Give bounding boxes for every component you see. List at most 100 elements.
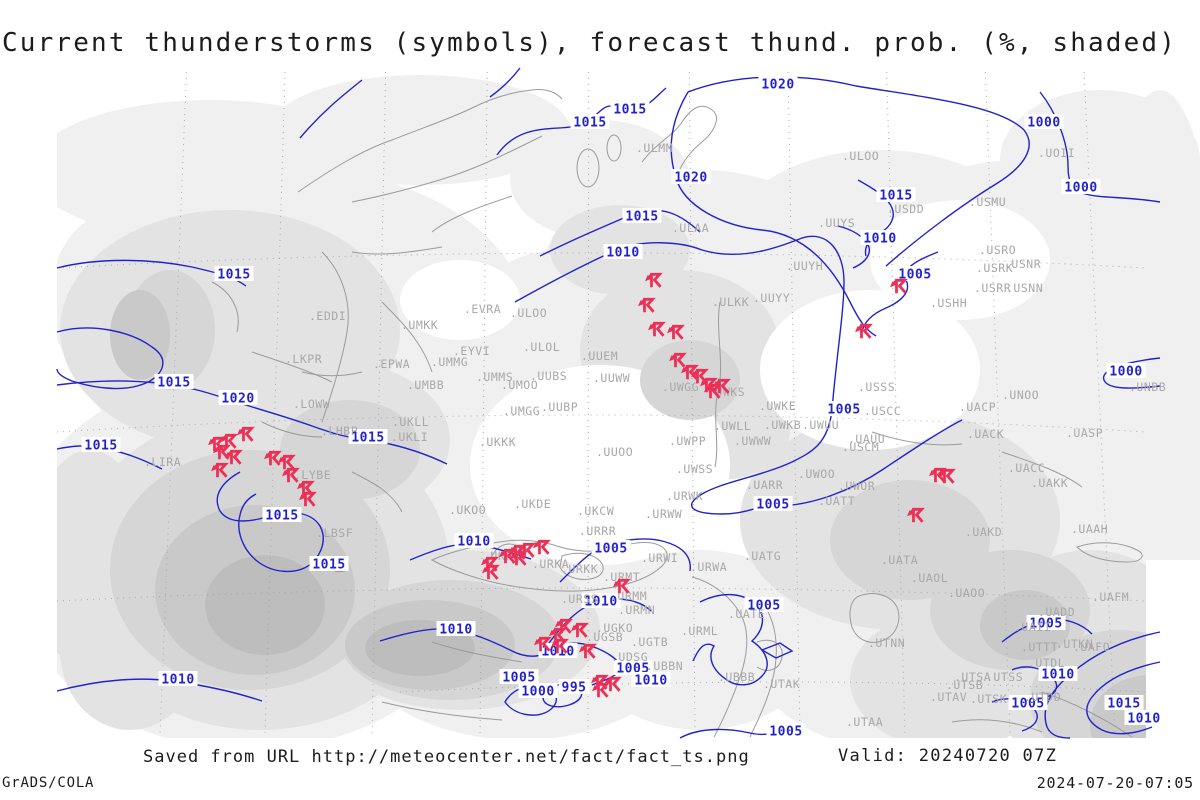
isobar-label-text: 1015 — [312, 558, 345, 573]
station-label: .ULAA — [672, 221, 709, 235]
isobar-label-text: 1005 — [747, 599, 780, 614]
station-label: .UMMG — [431, 355, 468, 369]
isobar-label: 1015 — [154, 374, 194, 391]
station-label: .USRR — [974, 281, 1011, 295]
isobar-label: 1005 — [753, 496, 793, 513]
isobar-label-text: 1015 — [265, 509, 298, 524]
station-label: .USNR — [1004, 257, 1041, 271]
station-label: .UKLI — [391, 430, 428, 444]
isobar-label-bg — [518, 683, 558, 698]
station-label: .UMBB — [407, 378, 444, 392]
graticule-meridian — [688, 71, 696, 736]
station-label: .EDDI — [309, 309, 346, 323]
station-label: .USMU — [969, 195, 1006, 209]
isobar-label: 1000 — [1024, 114, 1064, 131]
isobar-label: 1015 — [610, 101, 650, 118]
isobar-label-bg — [671, 169, 711, 184]
isobar-label-text: 1015 — [573, 116, 606, 131]
station-label: .UTSB — [946, 678, 983, 692]
station-label: .ULOL — [523, 340, 560, 354]
station-label: .USSS — [858, 380, 895, 394]
graticule-meridian — [886, 71, 906, 736]
station-label: .UWUU — [802, 418, 839, 432]
isobar-label-bg — [309, 556, 349, 571]
isobar-labels: 1015101510151010102010201015101010051000… — [81, 76, 1164, 740]
station-label: .UWSS — [676, 462, 713, 476]
isobar-label: 1005 — [824, 401, 864, 418]
isobar-label-text: 1015 — [879, 189, 912, 204]
station-label: .UWKB — [764, 418, 801, 432]
isobar-label: 1005 — [744, 597, 784, 614]
graticule — [56, 71, 1147, 736]
station-label: .UMKK — [401, 318, 438, 332]
isobar-label-bg — [753, 496, 793, 511]
graticule-meridian — [159, 71, 187, 736]
isobar-label: 1010 — [581, 593, 621, 610]
graticule-meridian — [264, 71, 286, 736]
isobar-label: 1015 — [622, 208, 662, 225]
isobar-label-bg — [499, 669, 539, 684]
isobar-label-bg — [603, 244, 643, 259]
station-label: .UNOO — [1002, 388, 1039, 402]
station-label: .UTSA — [954, 670, 991, 684]
isobar-label: 1010 — [158, 671, 198, 688]
isobar-label-text: 1015 — [625, 210, 658, 225]
isobar-label-text: 1005 — [898, 268, 931, 283]
station-label: .UATT — [818, 494, 855, 508]
station-label: .LOWW — [293, 397, 330, 411]
station-label: .UKKK — [479, 435, 516, 449]
isobar-label: 1010 — [1038, 666, 1078, 683]
creation-timestamp: 2024-07-20-07:05 — [1036, 774, 1194, 792]
station-label: .UBBN — [646, 659, 683, 673]
isobar-label-text: 1005 — [502, 671, 535, 686]
station-label: .UWLL — [714, 419, 751, 433]
isobar-label-text: 1015 — [351, 431, 384, 446]
isobar-label-bg — [436, 621, 476, 636]
station-label: .EVRA — [464, 302, 501, 316]
station-label: .UAKK — [1031, 476, 1068, 490]
isobar-label-text: 1005 — [769, 725, 802, 740]
station-label: .LIRA — [144, 455, 181, 469]
station-label: .UWKE — [759, 399, 796, 413]
station-label: .UASP — [1066, 426, 1103, 440]
isobar-label-bg — [758, 76, 798, 91]
isobar-label-bg — [558, 679, 590, 694]
isobar-label-text: 1010 — [606, 246, 639, 261]
station-label: .LHBP — [321, 424, 358, 438]
isobar-label-bg — [154, 374, 194, 389]
station-label: .UAUU — [848, 432, 885, 446]
station-label: .UWGG — [662, 380, 699, 394]
station-label: .UTDD — [1024, 690, 1061, 704]
isobar-label: 1010 — [860, 230, 900, 247]
isobar-label-text: 1015 — [1107, 697, 1140, 712]
isobar-label-text: 1005 — [827, 403, 860, 418]
isobar-label-text: 1015 — [613, 103, 646, 118]
isobar-label-bg — [895, 266, 935, 281]
station-label: .UKOO — [449, 503, 486, 517]
station-label: .URRR — [579, 524, 616, 538]
isobar-label-bg — [766, 723, 806, 738]
station-label: .UATE — [728, 607, 765, 621]
station-label: .ULOO — [842, 149, 879, 163]
isobar-label-bg — [348, 429, 388, 444]
station-label: .URWW — [645, 507, 682, 521]
isobar-label-bg — [81, 437, 121, 452]
isobar-label-text: 995 — [562, 681, 587, 696]
station-label: .UTSK — [970, 692, 1007, 706]
isobar-label: 1005 — [1008, 695, 1048, 712]
isobar-label-bg — [591, 540, 631, 555]
station-labels: .ULMM .ULOO .UUYS .ULAA .UUYH .UOII .USMU .USDD… — [144, 141, 1166, 729]
station-label: .UUBS — [530, 369, 567, 383]
station-label: .UMGG — [503, 404, 540, 418]
station-label: .UWWW — [734, 434, 771, 448]
station-label: .UUOO — [596, 445, 633, 459]
isobar-label-bg — [1026, 615, 1066, 630]
station-label: .UAOO — [948, 586, 985, 600]
station-label: .UTSS — [986, 670, 1023, 684]
station-label: .USCC — [864, 404, 901, 418]
isobar-label-bg — [744, 597, 784, 612]
isobar-label-bg — [1104, 695, 1144, 710]
isobar-label-text: 1010 — [457, 535, 490, 550]
isobar-label: 1020 — [671, 169, 711, 186]
station-label: .ULKK — [712, 295, 749, 309]
